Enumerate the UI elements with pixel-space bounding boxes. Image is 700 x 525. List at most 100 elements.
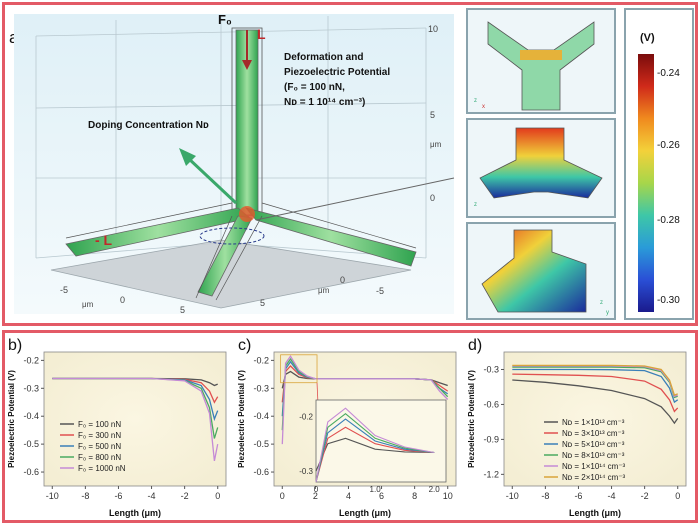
y-tick-label: -0.3 — [23, 383, 39, 393]
vertical-tick-10: 10 — [428, 24, 439, 34]
undeformed-wireframe — [65, 202, 417, 301]
x-tick-label: 2 — [313, 491, 318, 501]
floor-tick-right-5: 5 — [260, 298, 266, 308]
zoom-bottom-axis-y: y — [606, 310, 609, 316]
y-tick-label: -0.5 — [23, 439, 39, 449]
inset-y-tick-label: -0.2 — [299, 412, 313, 421]
panel-letter: d) — [468, 337, 482, 354]
panel-a-frame — [2, 2, 698, 326]
force-arrow-head — [242, 60, 252, 70]
x-tick-label: 0 — [675, 491, 680, 501]
zoom-panel-middle-svg: z — [474, 127, 603, 208]
y-tick-label: -0.5 — [253, 439, 269, 449]
legend-label-4: F₀ = 1000 nN — [78, 464, 126, 473]
legend-label-4: Nᴅ = 1×10¹⁴ cm⁻³ — [562, 462, 626, 471]
inset-x-tick-label: 2.0 — [429, 485, 441, 494]
doping-arrow-head — [179, 148, 196, 166]
inset-y-tick-label: -0.3 — [299, 467, 313, 476]
zoom-middle-axis-z: z — [474, 202, 477, 208]
colorbar-unit: (V) — [640, 32, 655, 44]
inset-x-tick-label: 0 — [314, 485, 319, 494]
series-line-1 — [512, 373, 679, 413]
y-tick-label: -0.6 — [483, 399, 499, 409]
zoom-pointer-line — [255, 177, 455, 221]
deformation-line-3: (F₀ = 100 nN, — [284, 82, 345, 93]
zoom-bottom-axis-z: z — [600, 300, 603, 306]
panel-letter: b) — [8, 337, 22, 354]
colorbar-tick-028: -0.28 — [657, 215, 680, 226]
y-axis-label: Piezoelectric Potential (V) — [7, 370, 16, 468]
panel-bcd-frame — [2, 330, 698, 523]
x-tick-label: -6 — [114, 491, 122, 501]
floor-plane — [50, 239, 412, 309]
x-tick-label: 6 — [379, 491, 384, 501]
legend-label-0: F₀ = 100 nN — [78, 420, 121, 429]
floor-tick-left-5: 5 — [180, 305, 186, 315]
zoom-panel-bottom: z y — [466, 222, 616, 320]
x-tick-label: -2 — [181, 491, 189, 501]
y-tick-label: -0.2 — [253, 355, 269, 365]
series-line-0 — [512, 379, 679, 425]
x-tick-label: 0 — [280, 491, 285, 501]
y-axis-label: Piezoelectric Potential (V) — [467, 370, 476, 468]
zoom-top-junction-shape — [487, 21, 595, 111]
x-tick-label: 10 — [443, 491, 453, 501]
x-tick-label: -2 — [641, 491, 649, 501]
zoom-top-axis-x: x — [482, 104, 485, 110]
zoom-panel-top: z x — [466, 8, 616, 114]
junction-hotspot — [239, 206, 255, 222]
y-tick-label: -0.3 — [253, 383, 269, 393]
floor-tick-left-0: 0 — [120, 295, 126, 305]
x-tick-label: -8 — [541, 491, 549, 501]
x-tick-label: 4 — [346, 491, 351, 501]
inset-series-2 — [315, 418, 435, 483]
series-line-4 — [281, 355, 449, 445]
length-label-left: - L — [95, 232, 113, 248]
zoom-bottom-shape — [481, 229, 587, 313]
legend-label-1: F₀ = 300 nN — [78, 431, 121, 440]
zoom-middle-shape — [479, 127, 603, 199]
colorbar-tick-026: -0.26 — [657, 140, 680, 151]
floor-tick-left-neg5: -5 — [60, 285, 69, 295]
legend-label-3: Nᴅ = 8×10¹³ cm⁻³ — [562, 451, 625, 460]
floor-tick-right-0: 0 — [340, 275, 346, 285]
doping-arrow — [186, 156, 238, 205]
zoom-top-junction-bar — [520, 50, 562, 60]
legend-label-5: Nᴅ = 2×10¹⁴ cm⁻³ — [562, 473, 626, 482]
chart-b: b) -10 -8 -6 -4 -2 0 -0.2 -0.3 -0.4 -0.5 -0.6 Length… — [7, 337, 227, 518]
x-axis-label: Length (μm) — [109, 508, 161, 518]
y-tick-label: -0.6 — [253, 467, 269, 477]
legend-label-2: Nᴅ = 5×10¹³ cm⁻³ — [562, 440, 625, 449]
deformation-line-4: Nᴅ = 1 10¹⁴ cm⁻³) — [284, 97, 366, 108]
x-tick-label: -6 — [574, 491, 582, 501]
vertical-tick-5: 5 — [430, 110, 436, 120]
y-tick-label: -0.4 — [253, 411, 269, 421]
y-axis-label: Piezoelectric Potential (V) — [237, 370, 246, 468]
force-label: F₀ — [218, 12, 232, 27]
series-line-2 — [512, 368, 679, 404]
legend-label-2: F₀ = 500 nN — [78, 442, 121, 451]
panel-letter: c) — [238, 337, 251, 354]
zoom-panel-middle: z — [466, 118, 616, 218]
colorbar-gradient — [638, 54, 654, 312]
length-label-top: L — [257, 26, 266, 42]
series-line-4 — [52, 377, 219, 462]
x-axis-label: Length (μm) — [339, 508, 391, 518]
inset-x-tick-label: 1.0 — [370, 485, 382, 494]
grid-box — [35, 16, 427, 259]
y-tick-label: -1.2 — [483, 469, 499, 479]
legend-label-0: Nᴅ = 1×10¹³ cm⁻³ — [562, 418, 625, 427]
x-axis-label: Length (μm) — [569, 508, 621, 518]
colorbar-tick-024: -0.24 — [657, 68, 680, 79]
x-tick-label: 8 — [412, 491, 417, 501]
inset-series-4 — [315, 407, 435, 483]
tetrapod-3d-view — [14, 14, 455, 314]
inset-series-3 — [315, 412, 435, 483]
y-tick-label: -0.4 — [23, 411, 39, 421]
vertical-unit: μm — [430, 140, 442, 149]
inset-series-0 — [315, 437, 435, 472]
x-tick-label: -8 — [81, 491, 89, 501]
deformation-line-2: Piezoelectric Potential — [284, 67, 391, 78]
floor-unit-left: μm — [82, 300, 94, 309]
